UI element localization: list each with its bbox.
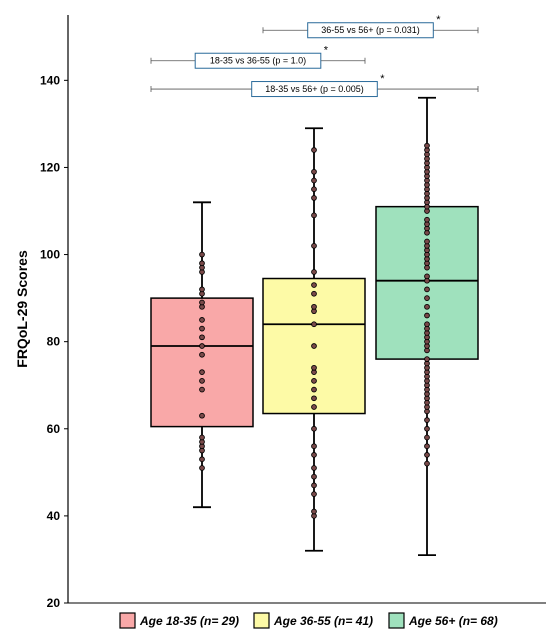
y-tick-label: 140 (40, 73, 60, 87)
data-point (199, 325, 205, 332)
data-point (311, 473, 317, 480)
data-point (199, 351, 205, 358)
y-tick-label: 60 (47, 422, 61, 436)
y-tick-label: 40 (47, 509, 61, 523)
data-point (199, 286, 205, 293)
data-point (311, 491, 317, 497)
annotation-label-box (251, 81, 378, 98)
significance-star: * (324, 45, 329, 57)
data-point (424, 216, 430, 223)
legend-item: Age 36-55 (n= 41) (253, 612, 373, 629)
box-group (375, 96, 479, 556)
significance-star: * (436, 14, 441, 26)
legend-swatch (119, 612, 136, 629)
data-point (311, 186, 317, 193)
legend-label: Age 36-55 (n= 41) (273, 614, 373, 628)
annotation-label: 18-35 vs 56+ (p = 0.005) (265, 84, 364, 94)
y-tick-label: 20 (47, 596, 61, 610)
data-point (424, 460, 430, 467)
data-point (311, 378, 317, 384)
axes: 20 40 60 80 100 120 140 FRQoL-29 Scores (14, 15, 546, 610)
data-point (311, 343, 317, 349)
data-point (199, 386, 205, 393)
boxes (150, 96, 479, 556)
data-point (424, 434, 430, 441)
data-point (311, 212, 317, 219)
data-point (424, 303, 430, 310)
significance-bracket: 18-35 vs 36-55 (p = 1.0) * (150, 45, 366, 69)
data-point (311, 404, 317, 410)
data-point (199, 434, 205, 441)
data-point (199, 260, 205, 267)
data-point (199, 456, 205, 463)
annotation-label-box (194, 52, 322, 69)
data-point (311, 147, 317, 153)
data-point (199, 299, 205, 306)
legend: Age 18-35 (n= 29) Age 36-55 (n= 41) Age 56… (119, 612, 498, 629)
annotation-label-box (307, 22, 434, 39)
data-point (311, 443, 317, 450)
annotation-label: 36-55 vs 56+ (p = 0.031) (321, 25, 420, 35)
data-point (311, 508, 317, 515)
data-point (424, 295, 430, 301)
legend-item: Age 56+ (n= 68) (388, 612, 498, 629)
significance-annotations: 18-35 vs 56+ (p = 0.005)*18-35 vs 36-55 … (150, 14, 479, 98)
data-point (311, 269, 317, 275)
data-point (311, 290, 317, 297)
data-point (424, 273, 430, 280)
legend-swatch (253, 612, 270, 629)
data-point (199, 251, 205, 258)
significance-star: * (380, 73, 385, 85)
data-point (199, 378, 205, 384)
data-point (424, 452, 430, 458)
data-point (424, 321, 430, 328)
legend-label: Age 56+ (n= 68) (408, 614, 498, 628)
data-point (311, 482, 317, 489)
data-point (424, 425, 430, 432)
data-point (311, 364, 317, 371)
y-axis-title: FRQoL-29 Scores (14, 250, 30, 368)
data-point (311, 242, 317, 249)
data-point (424, 238, 430, 245)
significance-bracket: 18-35 vs 56+ (p = 0.005) * (150, 73, 479, 98)
data-point (311, 425, 317, 432)
data-point (311, 386, 317, 393)
legend-item: Age 18-35 (n= 29) (119, 612, 239, 629)
data-point (311, 195, 317, 201)
data-point (199, 334, 205, 341)
y-tick-label: 80 (47, 335, 61, 349)
data-point (311, 282, 317, 288)
data-point (424, 417, 430, 423)
data-point (199, 343, 205, 349)
data-point (311, 465, 317, 471)
y-tick-label: 100 (40, 248, 60, 262)
data-point (199, 317, 205, 323)
data-point (199, 412, 205, 419)
data-point (311, 177, 317, 184)
annotation-label: 18-35 vs 36-55 (p = 1.0) (210, 56, 306, 66)
box-group (262, 127, 366, 552)
data-point (311, 168, 317, 175)
legend-label: Age 18-35 (n= 29) (139, 614, 239, 628)
data-point (199, 369, 205, 376)
data-point (424, 356, 430, 362)
data-point (199, 465, 205, 471)
data-point (311, 303, 317, 310)
legend-swatch (388, 612, 405, 629)
box-group (150, 201, 254, 509)
data-point (424, 312, 430, 319)
data-point (311, 452, 317, 458)
data-point (424, 443, 430, 450)
data-point (311, 321, 317, 328)
y-tick-label: 120 (40, 160, 60, 174)
significance-bracket: 36-55 vs 56+ (p = 0.031) * (262, 14, 479, 39)
data-point (311, 395, 317, 402)
data-point (424, 142, 430, 149)
data-point (424, 286, 430, 293)
